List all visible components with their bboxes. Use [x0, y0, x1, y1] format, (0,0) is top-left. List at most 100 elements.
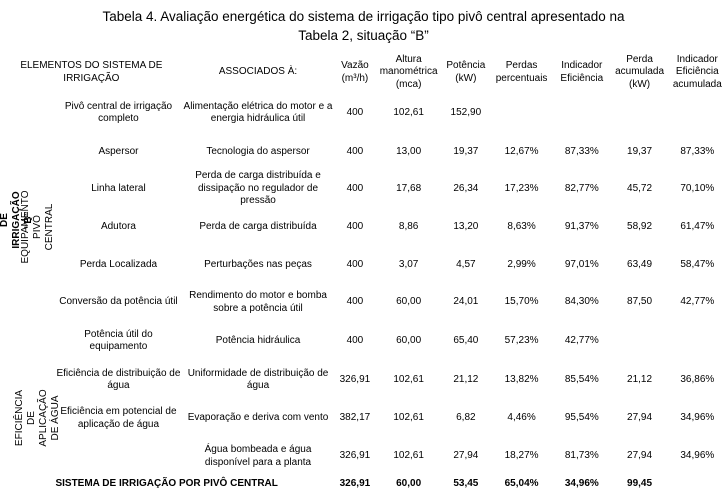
cell-element: Conversão da potência útil — [59, 296, 178, 308]
cell-potencia: 152,90 — [450, 106, 482, 118]
cell-vazao: 400 — [346, 145, 364, 157]
cell-potencia: 6,82 — [456, 412, 476, 424]
cell-indicador-acumulado — [668, 92, 727, 134]
summary-row: SISTEMA DE IRRIGAÇÃO POR PIVÔ CENTRAL 32… — [0, 475, 727, 493]
cell-vazao: 382,17 — [339, 412, 371, 424]
cell-altura: 8,86 — [398, 220, 419, 232]
cell-perdas — [491, 92, 552, 134]
cell-vazao: 400 — [346, 182, 364, 194]
cell-indicador-acumulado: 70,10% — [680, 182, 715, 194]
cell-potencia: 4,57 — [456, 258, 476, 270]
table-row: Potência útil do equipamento Potência hi… — [0, 321, 727, 361]
cell-perdas: 17,23% — [504, 182, 539, 194]
column-header-elementos: ELEMENTOS DO SISTEMA DE IRRIGAÇÃO — [20, 60, 163, 84]
cell-perdas: 57,23% — [504, 334, 539, 346]
summary-perda-acumulada: 99,45 — [627, 477, 653, 489]
table-row: EFICIÊNCIA DE APLICAÇÃO DE ÁGUA Eficiênc… — [0, 361, 727, 447]
cell-perda-acumulada: 27,94 — [627, 450, 653, 462]
cell-perda-acumulada — [611, 92, 667, 134]
cell-indicador-acumulado — [668, 321, 727, 361]
cell-perda-acumulada: 63,49 — [627, 258, 653, 270]
cell-element: Adutora — [100, 220, 136, 232]
cell-perda-acumulada: 45,72 — [627, 182, 653, 194]
table-row: Linha lateral Perda de carga distribuída… — [0, 170, 727, 208]
cell-perda-acumulada: 87,50 — [627, 296, 653, 308]
cell-associated: Uniformidade de distribuição de água — [187, 367, 329, 392]
cell-associated: Evaporação e deriva com vento — [187, 412, 329, 424]
cell-indicador: 84,30% — [564, 296, 599, 308]
cell-altura: 13,00 — [396, 145, 422, 157]
cell-element — [54, 438, 183, 475]
cell-vazao: 326,91 — [339, 373, 371, 385]
cell-potencia: 13,20 — [453, 220, 479, 232]
table-row: SISTEMA DE IRRIGAÇÃO “B” EQUIPAMENTO PIV… — [0, 92, 727, 263]
cell-perdas: 4,46% — [507, 412, 536, 424]
cell-vazao: 400 — [346, 296, 364, 308]
summary-altura: 60,00 — [396, 477, 422, 489]
cell-element: Eficiência em potencial de aplicação de … — [60, 406, 177, 430]
cell-indicador-acumulado: 36,86% — [680, 373, 715, 385]
cell-associated: Perda de carga distribuída e dissipação … — [195, 170, 321, 207]
cell-indicador: 97,01% — [564, 258, 599, 270]
cell-perdas: 15,70% — [504, 296, 539, 308]
cell-associated: Tecnologia do aspersor — [206, 145, 310, 157]
cell-potencia: 21,12 — [453, 373, 479, 385]
cell-indicador-acumulado: 34,96% — [680, 412, 715, 424]
cell-indicador-acumulado: 58,47% — [680, 258, 715, 270]
cell-indicador-acumulado: 61,47% — [680, 220, 715, 232]
cell-indicador: 82,77% — [564, 182, 599, 194]
cell-perda-acumulada: 27,94 — [627, 412, 653, 424]
group-label-eficiencia: EFICIÊNCIA DE APLICAÇÃO DE ÁGUA — [14, 361, 61, 475]
column-header-perda-acumulada: Perda acumulada (kW) — [615, 53, 664, 90]
cell-perdas: 18,27% — [504, 450, 539, 462]
summary-vazao: 326,91 — [339, 477, 371, 489]
group-label-equipamento: EQUIPAMENTO PIVÔ CENTRAL — [19, 92, 55, 361]
table-row: Perda Localizada Perturbações nas peças … — [0, 246, 727, 284]
cell-perdas: 13,82% — [504, 373, 539, 385]
column-header-perdas: Perdas percentuais — [495, 60, 548, 84]
cell-element: Eficiência de distribuição de água — [56, 367, 181, 392]
column-header-vazao: Vazão (m³/h) — [341, 60, 369, 84]
cell-element: Pivô central de irrigação completo — [64, 100, 173, 125]
column-header-indicador-acumulado: Indicador Eficiência acumulada — [672, 53, 722, 90]
table-caption: Tabela 4. Avaliação energética do sistem… — [102, 9, 625, 43]
cell-indicador: 81,73% — [564, 450, 599, 462]
table-row: Adutora Perda de carga distribuída 400 8… — [0, 208, 727, 246]
cell-perdas: 12,67% — [504, 145, 539, 157]
cell-altura: 102,61 — [393, 450, 424, 462]
cell-associated: Rendimento do motor e bomba sobre a potê… — [189, 290, 327, 314]
column-header-associados: ASSOCIADOS À: — [218, 66, 298, 78]
cell-indicador-acumulado: 87,33% — [680, 145, 715, 157]
cell-potencia: 19,37 — [453, 145, 479, 157]
cell-indicador: 91,37% — [564, 220, 599, 232]
irrigation-energy-table: ELEMENTOS DO SISTEMA DE IRRIGAÇÃO ASSOCI… — [0, 53, 727, 493]
column-header-altura: Altura manométrica (mca) — [379, 53, 438, 90]
cell-vazao: 326,91 — [339, 450, 371, 462]
group-label-eficiencia-text: EFICIÊNCIA DE APLICAÇÃO DE ÁGUA — [13, 389, 61, 447]
cell-altura: 102,61 — [393, 106, 424, 118]
summary-indicador-acumulado — [668, 475, 727, 493]
summary-perdas: 65,04% — [504, 477, 539, 489]
summary-indicador: 34,96% — [564, 477, 599, 489]
table-row: Conversão da potência útil Rendimento do… — [0, 284, 727, 321]
cell-vazao: 400 — [346, 258, 364, 270]
cell-perda-acumulada — [611, 321, 667, 361]
cell-perda-acumulada: 58,92 — [627, 220, 653, 232]
cell-indicador: 87,33% — [564, 145, 599, 157]
cell-potencia: 65,40 — [453, 334, 479, 346]
cell-vazao: 400 — [346, 220, 364, 232]
column-header-potencia: Potência (kW) — [446, 60, 486, 84]
cell-indicador: 42,77% — [564, 334, 599, 346]
cell-altura: 60,00 — [396, 334, 422, 346]
cell-associated: Perda de carga distribuída — [199, 220, 317, 232]
cell-associated: Alimentação elétrica do motor e a energi… — [183, 100, 333, 125]
group-label-equipamento-text: EQUIPAMENTO PIVÔ CENTRAL — [19, 190, 55, 263]
summary-label: SISTEMA DE IRRIGAÇÃO POR PIVÔ CENTRAL — [55, 477, 278, 489]
table-row: Água bombeada e água disponível para a p… — [0, 438, 727, 475]
cell-indicador: 85,54% — [564, 373, 599, 385]
cell-altura: 102,61 — [393, 373, 424, 385]
cell-altura: 60,00 — [396, 296, 422, 308]
table-row: Aspersor Tecnologia do aspersor 400 13,0… — [0, 134, 727, 170]
cell-vazao: 400 — [346, 106, 364, 118]
